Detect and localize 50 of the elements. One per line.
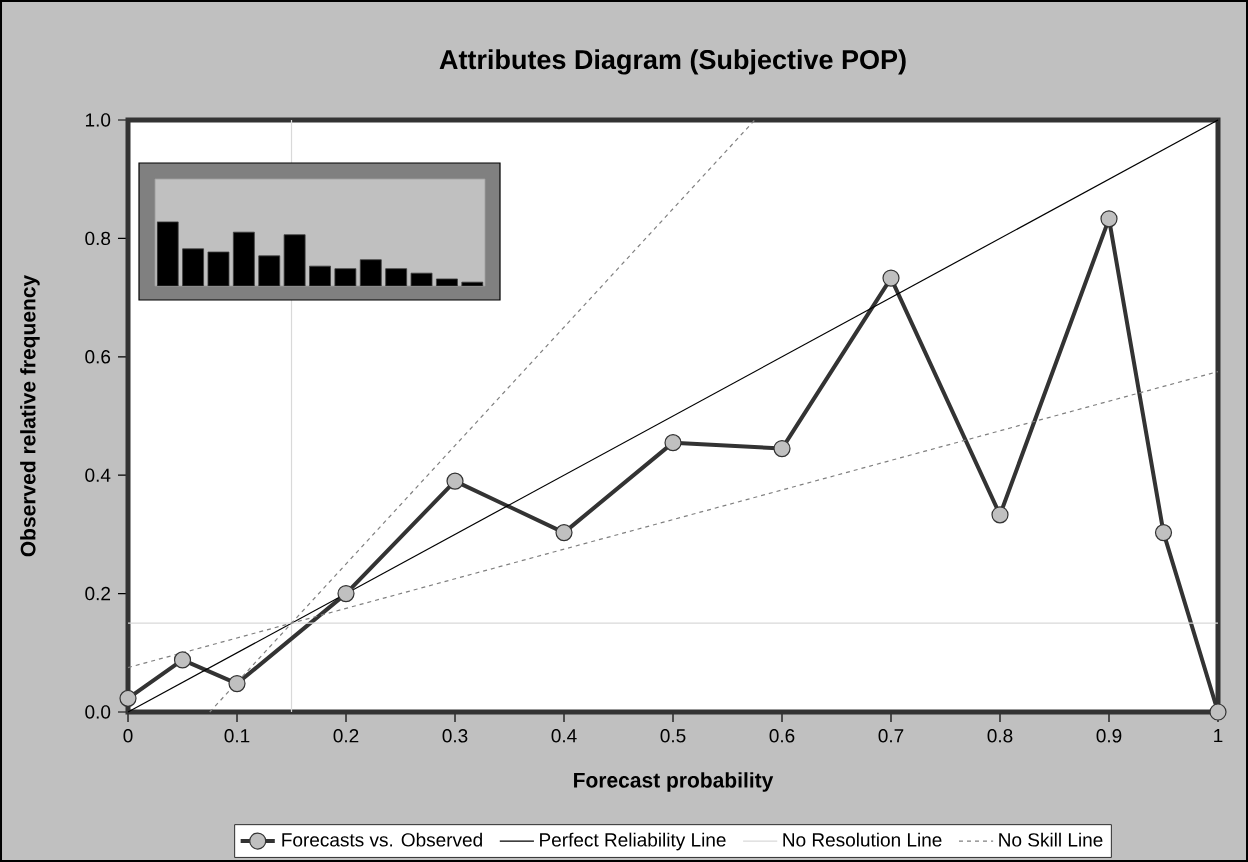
legend-label: No Skill Line: [999, 832, 1103, 847]
bar: [309, 265, 331, 286]
y-tick-label: 1.0: [85, 113, 111, 127]
point: [991, 506, 1009, 524]
bar: [156, 221, 179, 286]
point: [173, 651, 192, 669]
bar: [436, 278, 458, 286]
bar: [207, 251, 230, 286]
x-axis-title: Forecast probability: [574, 772, 774, 792]
bar: [334, 268, 357, 286]
bar: [232, 231, 255, 286]
point: [228, 674, 246, 693]
point: [1154, 524, 1173, 542]
x-tick-label: 0: [123, 729, 133, 743]
x-tick-label: 0.4: [551, 729, 577, 743]
y-tick-label: 0.6: [85, 350, 111, 364]
point: [773, 439, 791, 458]
y-tick-label: 0.0: [85, 705, 111, 719]
bar: [283, 234, 306, 286]
bar: [182, 248, 204, 286]
point: [337, 584, 355, 603]
x-tick-label: 0.6: [769, 729, 795, 743]
point: [1100, 210, 1118, 228]
point: [664, 434, 682, 452]
point: [882, 269, 900, 287]
x-tick-label: 1: [1214, 729, 1223, 743]
legend-label: Perfect Reliability Line: [540, 832, 726, 851]
x-tick-label: 0.5: [660, 729, 686, 743]
legend-label: Forecasts vs. Observed: [282, 832, 482, 847]
bar: [461, 281, 484, 286]
bar: [385, 268, 408, 286]
x-tick-label: 0.1: [224, 729, 250, 743]
x-tick-label: 0.3: [442, 729, 468, 743]
y-axis-title: Observed relative frequency: [20, 274, 40, 557]
point: [1209, 703, 1227, 721]
legend-label: No Resolution Line: [783, 832, 942, 847]
bar: [359, 259, 382, 286]
point: [119, 689, 137, 707]
point: [555, 524, 573, 542]
x-tick-label: 0.7: [878, 729, 904, 743]
x-tick-label: 0.9: [1096, 729, 1122, 743]
y-tick-label: 0.4: [85, 468, 111, 482]
x-tick-label: 0.8: [987, 729, 1013, 743]
point: [446, 472, 464, 490]
y-tick-label: 0.2: [85, 586, 111, 601]
bar: [258, 255, 281, 286]
x-tick-label: 0.2: [333, 729, 359, 743]
bar: [410, 272, 433, 286]
y-tick-label: 0.8: [85, 231, 111, 246]
chart-title: Attributes Diagram (Subjective POP): [439, 49, 906, 75]
